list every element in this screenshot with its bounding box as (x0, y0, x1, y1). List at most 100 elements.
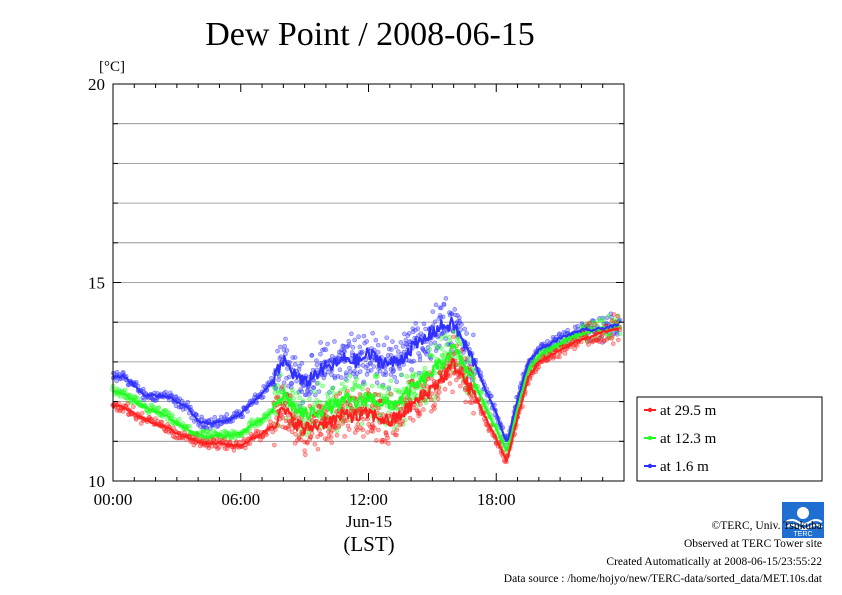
scatter-point (376, 392, 381, 398)
series-line-1 (112, 323, 620, 452)
scatter-point (462, 326, 468, 332)
y-tick-label: 10 (88, 472, 105, 491)
scatter-point (141, 397, 147, 402)
scatter-point (364, 339, 369, 344)
scatter-point (386, 385, 392, 390)
scatter-point (397, 366, 403, 371)
y-axis-label: [°C] (99, 59, 125, 75)
scatter-point (395, 349, 401, 354)
scatter-point (294, 378, 299, 384)
scatter-point (385, 390, 391, 396)
y-tick-label: 15 (88, 274, 105, 293)
scatter-point (444, 342, 449, 348)
scatter-point (230, 428, 235, 434)
scatter-point (464, 331, 469, 336)
scatter-point (398, 340, 404, 345)
scatter-point (432, 319, 438, 325)
scatter-point (275, 348, 280, 354)
scatter-point (278, 344, 283, 350)
scatter-point (412, 327, 418, 333)
scatter-point (135, 396, 140, 401)
scatter-point (297, 395, 302, 400)
scatter-point (592, 322, 598, 327)
scatter-point (459, 347, 465, 353)
scatter-point (276, 377, 281, 383)
scatter-point (330, 428, 335, 433)
scatter-point (479, 389, 485, 395)
scatter-point (240, 414, 246, 419)
scatter-point (437, 389, 442, 395)
scatter-point (392, 374, 397, 380)
scatter-point (318, 351, 323, 357)
scatter-point (384, 432, 389, 438)
scatter-point (380, 412, 386, 417)
scatter-point (357, 369, 363, 374)
scatter-point (308, 389, 313, 395)
scatter-point (185, 399, 191, 405)
logo-text: TERC (793, 531, 812, 538)
scatter-point (459, 322, 464, 327)
scatter-point (324, 437, 330, 442)
scatter-point (384, 335, 389, 341)
legend: at 29.5 m at 12.3 m at 1.6 m (636, 396, 823, 482)
scatter-point (315, 446, 321, 452)
scatter-point (606, 313, 612, 319)
scatter-point (357, 344, 363, 350)
scatter-point (329, 354, 335, 359)
scatter-point (325, 391, 330, 397)
scatter-point (428, 397, 434, 402)
scatter-point (292, 362, 298, 367)
scatter-point (609, 315, 614, 320)
scatter-point (309, 352, 315, 358)
scatter-point (427, 347, 433, 352)
scatter-point (207, 429, 213, 435)
legend-label: at 29.5 m (660, 403, 717, 419)
scatter-point (299, 360, 305, 366)
scatter-point (407, 415, 413, 421)
scatter-point (245, 409, 250, 414)
scatter-point (360, 386, 365, 392)
scatter-points (110, 296, 623, 465)
scatter-point (293, 432, 298, 437)
scatter-point (449, 310, 454, 316)
scatter-point (376, 427, 381, 433)
scatter-point (423, 326, 428, 332)
scatter-point (338, 375, 344, 380)
scatter-point (403, 337, 409, 343)
scatter-point (339, 381, 345, 387)
scatter-point (292, 355, 298, 360)
scatter-point (389, 347, 394, 352)
scatter-point (361, 379, 367, 385)
scatter-point (375, 342, 381, 348)
scatter-point (334, 432, 340, 438)
legend-box (636, 396, 823, 482)
scatter-point (424, 351, 429, 357)
scatter-point (361, 434, 366, 439)
scatter-point (386, 441, 391, 446)
scatter-point (461, 350, 466, 355)
scatter-point (167, 390, 173, 396)
scatter-point (415, 326, 421, 331)
scatter-point (298, 387, 304, 392)
scatter-point (394, 432, 399, 438)
scatter-point (303, 452, 308, 458)
x-tick-label: 18:00 (477, 490, 516, 509)
scatter-point (325, 395, 331, 400)
scatter-point (302, 448, 307, 453)
terc-logo: TERC (782, 502, 824, 538)
scatter-point (156, 405, 162, 410)
scatter-point (316, 380, 321, 386)
scatter-point (412, 392, 418, 397)
series-line-0 (112, 327, 620, 463)
legend-label: at 1.6 m (660, 459, 709, 475)
scatter-point (299, 389, 305, 394)
scatter-point (291, 396, 296, 401)
scatter-point (442, 386, 448, 392)
scatter-point (316, 404, 321, 409)
scatter-point (409, 367, 414, 372)
scatter-point (284, 348, 290, 353)
scatter-point (286, 374, 292, 380)
scatter-point (377, 368, 383, 374)
scatter-point (284, 375, 289, 381)
